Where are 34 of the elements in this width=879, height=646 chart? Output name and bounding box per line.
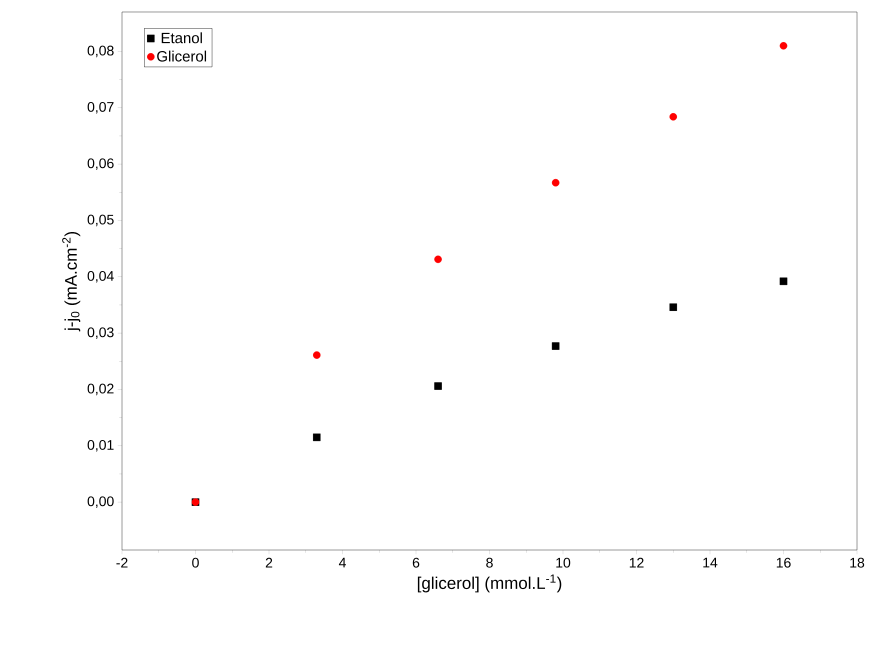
x-tick-label: 4: [338, 558, 346, 568]
point: [312, 351, 321, 359]
x-tick-label: 2: [266, 558, 272, 568]
x-tick-label: 12: [630, 558, 644, 568]
y-tick-label: 0,01: [88, 440, 114, 452]
y-tick-label: 0,06: [88, 158, 114, 170]
point: [434, 256, 442, 264]
x-tick-label: 8: [486, 558, 493, 568]
y-tick-label: 0,03: [88, 327, 114, 339]
point: [552, 342, 560, 350]
point: [669, 112, 678, 121]
legend-label: Etanol: [162, 32, 202, 44]
point: [780, 42, 788, 50]
x-tick-label: 16: [776, 558, 791, 568]
point: [312, 434, 321, 442]
x-tick-label: 10: [556, 558, 570, 568]
x-tick-label: 6: [412, 558, 420, 568]
y-axis-title: j-j$_{0}$ (mA.cm$^{-2}$): [62, 232, 80, 332]
x-axis-title: [glicerol] (mmol.L$^{-1}$): [418, 574, 562, 592]
y-tick-label: 0,02: [88, 384, 114, 396]
x-tick-label: 18: [850, 558, 864, 568]
y-tick-label: 0,05: [88, 214, 114, 226]
point: [669, 303, 678, 311]
point: [780, 277, 788, 286]
y-tick-label: 0,07: [88, 102, 114, 114]
x-tick-label: 14: [703, 558, 718, 568]
y-tick-label: 0,00: [88, 496, 114, 508]
y-tick-label: 0,08: [88, 46, 114, 58]
y-tick-label: 0,04: [88, 271, 114, 283]
point: [552, 178, 560, 186]
x-tick-label: 0: [192, 558, 199, 568]
x-tick-label: -2: [116, 558, 128, 568]
legend-label: Glicerol: [157, 50, 206, 62]
point: [434, 382, 442, 390]
